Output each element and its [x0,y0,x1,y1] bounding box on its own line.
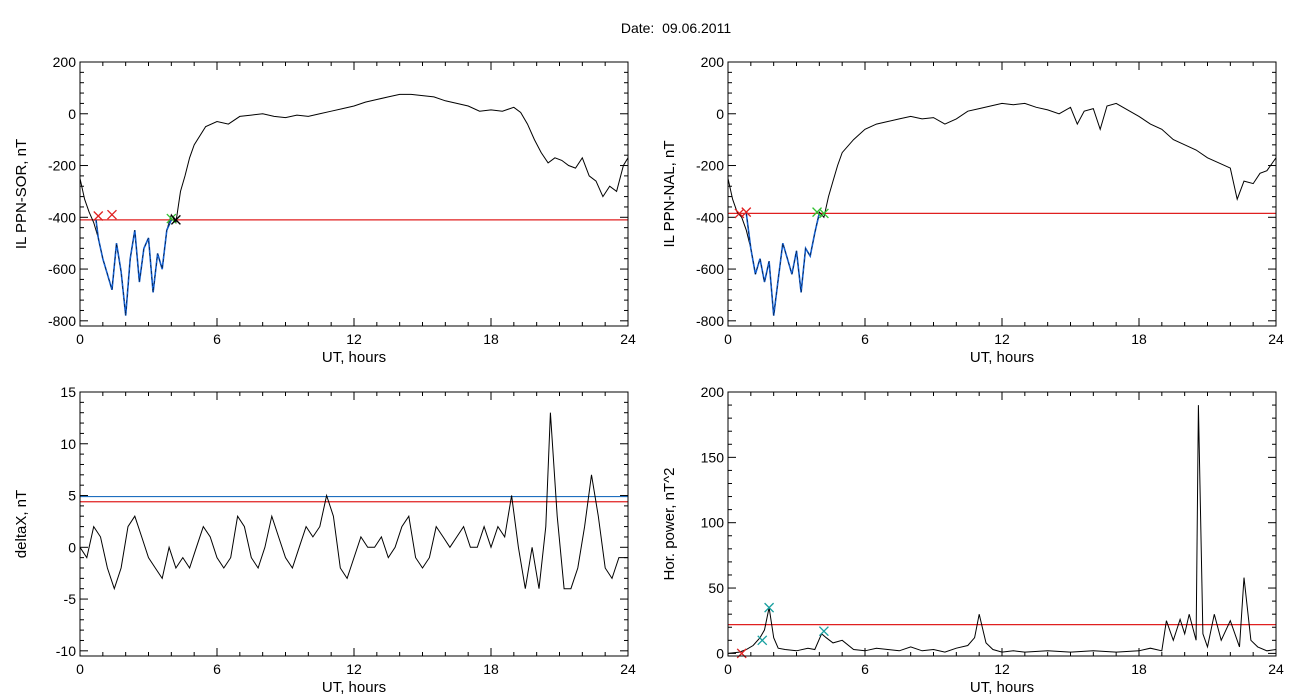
marker-x-cyan [764,602,775,613]
x-tick-label: 24 [1268,661,1284,677]
x-tick-label: 6 [861,661,869,677]
chart-ppn-nal: 0 6 12 18 24 -800 -600 -400 -200 0 200 UT, hours IL … [661,54,1284,366]
x-tick-label: 18 [1131,661,1147,677]
x-tick-label: 18 [483,661,499,677]
plot-frame [727,61,1277,327]
y-tick-label: -200 [696,158,724,174]
y-axis-label: IL PPN-SOR, nT [13,139,30,249]
marker-x-green [818,208,829,219]
x-tick-label: 24 [620,661,636,677]
y-tick-label: 200 [701,384,725,400]
y-tick-label: 0 [68,539,76,555]
x-tick-label: 0 [76,661,84,677]
figure-date-title: Date: 09.06.2011 [620,20,732,36]
chart-ppn-sor: 0 6 12 18 24 -800 -600 -400 -200 0 200 UT, hours IL … [13,54,636,366]
marker-x-cyan [818,626,829,637]
marker-stroke [166,213,177,224]
x-tick-label: 12 [346,661,362,677]
x-tick-label: 6 [213,661,221,677]
marker-x-red [107,209,117,220]
x-tick-label: 6 [861,331,869,347]
y-tick-label: -800 [696,313,724,329]
y-tick-label: 0 [68,106,76,122]
series-line-black [80,93,628,316]
y-tick-label: -10 [56,643,76,659]
x-tick-label: 0 [724,331,732,347]
marker-x-black [170,214,181,225]
x-tick-label: 12 [994,331,1010,347]
y-tick-label: -400 [48,209,76,225]
y-tick-label: 50 [708,580,724,596]
plot-frame [79,61,629,327]
x-axis-label: UT, hours [970,679,1034,696]
y-tick-label: -800 [48,313,76,329]
y-tick-label: -600 [696,261,724,277]
marker-stroke [818,626,829,637]
y-tick-label: 150 [701,449,725,465]
plot-frame [79,391,629,657]
marker-x-red [741,207,752,218]
chart-hor-power: 0 6 12 18 24 0 50 100 150 200 UT, hours Hor. power,… [661,384,1284,696]
y-axis-label: Hor. power, nT^2 [661,468,678,581]
y-tick-label: 0 [716,645,724,661]
marker-stroke [93,211,104,221]
y-tick-label: 15 [60,384,76,400]
marker-stroke [734,208,745,219]
series-line-black [728,405,1276,654]
y-tick-label: 0 [716,106,724,122]
y-tick-label: 100 [701,515,725,531]
y-tick-label: 200 [701,54,725,70]
y-tick-label: -5 [64,591,77,607]
x-axis-label: UT, hours [970,349,1034,366]
series-line-black [80,412,628,591]
series-line-overlay [746,213,820,316]
y-tick-label: -400 [696,209,724,225]
series-line-black [728,102,1276,316]
marker-stroke [107,209,117,220]
x-axis-label: UT, hours [322,679,386,696]
marker-stroke [741,207,752,218]
x-axis-label: UT, hours [322,349,386,366]
marker-stroke [818,208,829,219]
x-tick-label: 18 [483,331,499,347]
series-line-blue [95,219,173,316]
y-tick-label: -600 [48,261,76,277]
x-tick-label: 0 [76,331,84,347]
x-tick-label: 24 [1268,331,1284,347]
y-tick-label: 200 [53,54,77,70]
x-tick-label: 18 [1131,331,1147,347]
series-line-blue [745,213,821,316]
y-tick-label: -200 [48,158,76,174]
marker-x-red [736,648,747,659]
plot-frame [727,391,1277,657]
marker-x-red [93,211,104,221]
x-tick-label: 12 [346,331,362,347]
x-tick-label: 6 [213,331,221,347]
marker-stroke [764,602,775,613]
y-axis-label: IL PPN-NAL, nT [661,141,678,248]
marker-stroke [757,635,768,646]
y-tick-label: 10 [60,436,76,452]
x-tick-label: 0 [724,661,732,677]
marker-stroke [170,214,181,225]
chart-deltax: 0 6 12 18 24 -10 -5 0 5 10 15 UT, hours deltaX, nT [13,384,636,696]
y-tick-label: 5 [68,488,76,504]
x-tick-label: 12 [994,661,1010,677]
x-tick-label: 24 [620,331,636,347]
marker-x-cyan [757,635,768,646]
y-axis-label: deltaX, nT [13,490,30,558]
